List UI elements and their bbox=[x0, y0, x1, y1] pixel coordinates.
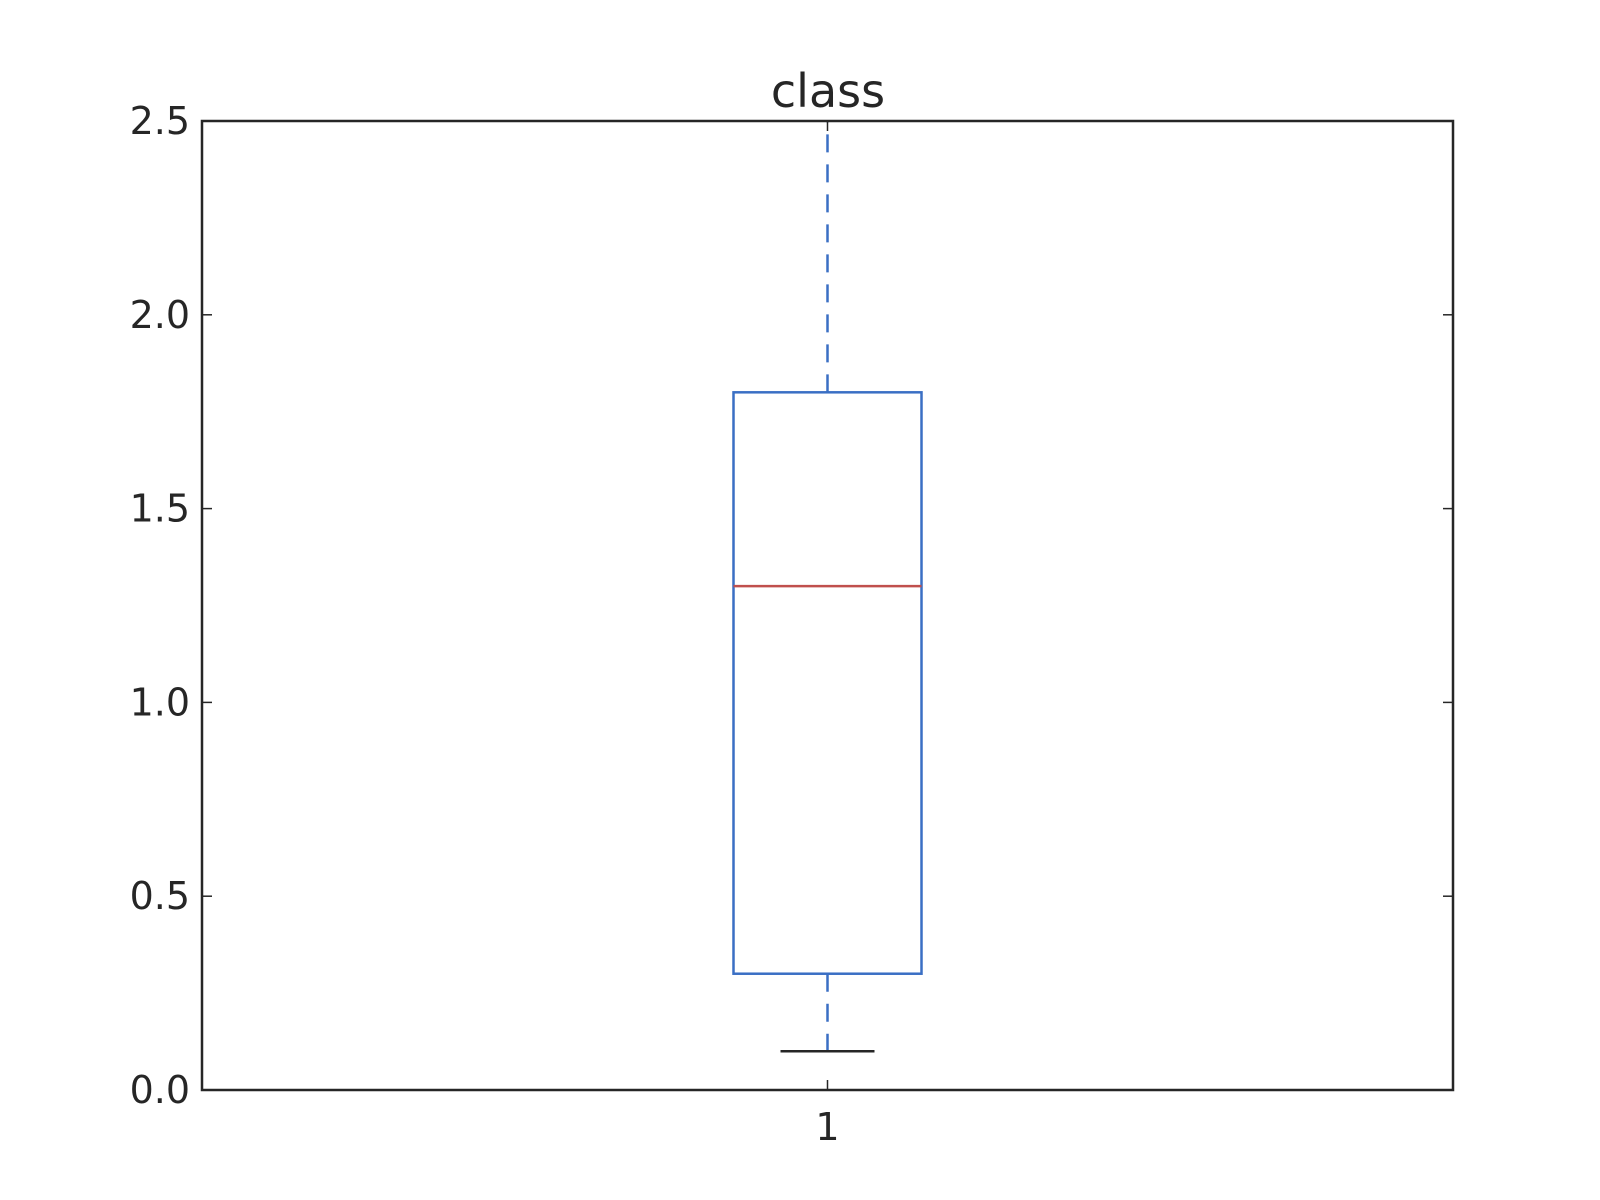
y-tick-label: 2.5 bbox=[130, 99, 190, 143]
box-iqr bbox=[732, 391, 923, 975]
y-tick-label: 1.0 bbox=[130, 680, 190, 724]
x-tick-label: 1 bbox=[815, 1105, 839, 1149]
y-axis: 0.0 0.5 1.0 1.5 2.0 2.5 bbox=[130, 99, 1453, 1112]
y-tick-label: 2.0 bbox=[130, 293, 190, 337]
y-tick-label: 1.5 bbox=[130, 487, 190, 531]
y-tick-label: 0.5 bbox=[130, 874, 190, 918]
plot-area bbox=[732, 121, 923, 1053]
x-axis: 1 bbox=[815, 121, 840, 1149]
chart-title: class bbox=[771, 64, 885, 118]
y-tick-label: 0.0 bbox=[130, 1068, 190, 1112]
